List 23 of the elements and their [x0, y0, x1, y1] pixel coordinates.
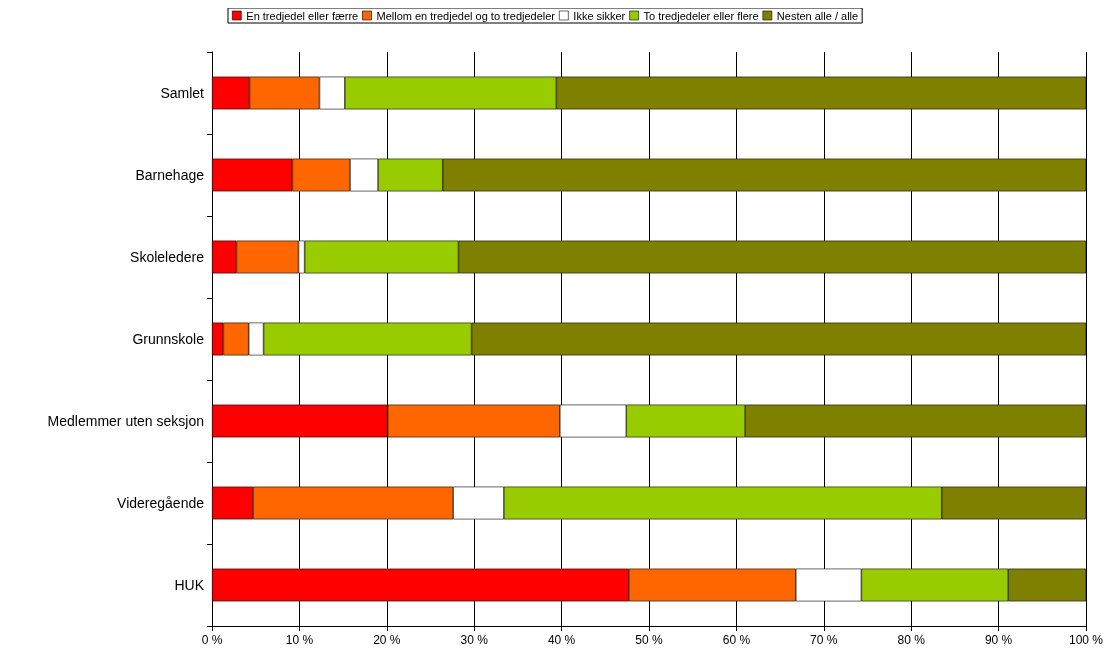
y-tick-label: Grunnskole: [132, 331, 205, 347]
y-tick-label: Barnehage: [135, 167, 205, 183]
y-tick-label: Samlet: [160, 85, 205, 101]
y-tick-label: Skoleledere: [130, 249, 205, 265]
x-tick-label: 30 %: [460, 633, 489, 647]
legend-label: Nesten alle / alle: [776, 9, 859, 22]
x-tick-label: 20 %: [373, 633, 401, 647]
legend-label: Mellom en tredjedel og to tredjedeler: [376, 9, 556, 22]
x-tick-label: 40 %: [547, 633, 576, 647]
x-tick-label: 100 %: [1068, 633, 1104, 647]
x-tick-label: 10 %: [285, 633, 314, 647]
x-tick-label: 90 %: [984, 633, 1013, 647]
y-tick-label: HUK: [174, 577, 205, 593]
legend-label: To tredjedeler eller flere: [643, 9, 759, 22]
x-tick-label: 0 %: [201, 633, 223, 647]
y-tick-label: Videregående: [117, 495, 205, 511]
y-tick-label: Medlemmer uten seksjon: [47, 413, 204, 429]
x-tick-label: 70 %: [810, 633, 838, 647]
x-tick-label: 80 %: [897, 633, 926, 647]
x-tick-label: 50 %: [635, 633, 663, 647]
legend-label: En tredjedel eller færre: [246, 9, 359, 22]
x-tick-label: 60 %: [722, 633, 751, 647]
legend-label: Ikke sikker: [573, 9, 626, 22]
